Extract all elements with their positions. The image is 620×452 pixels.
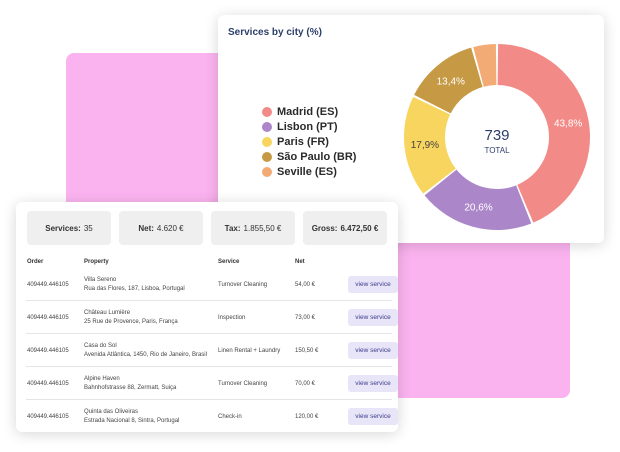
service-cell: Turnover Cleaning: [218, 282, 268, 288]
chart-legend: Madrid (ES) Lisbon (PT) Paris (FR) São P…: [262, 104, 356, 179]
order-cell: 409449.446105: [27, 282, 69, 288]
table-row: 409449.446105 Villa Sereno Rua das Flore…: [26, 268, 398, 301]
donut-slice-1: [424, 169, 532, 230]
view-service-button[interactable]: view service: [348, 309, 398, 326]
property-address: Estrada Nacional 8, Sintra, Portugal: [84, 418, 180, 424]
summary-services: Services: 35: [27, 211, 111, 245]
summary-gross: Gross: 6.472,50 €: [303, 211, 387, 245]
service-cell: Inspection: [218, 315, 246, 321]
orders-table-card: Services: 35 Net: 4.620 € Tax: 1.855,50 …: [16, 202, 398, 432]
summary-gross-value: 6.472,50 €: [340, 223, 379, 233]
property-name: Villa Sereno: [84, 277, 117, 283]
legend-item-lisbon: Lisbon (PT): [262, 119, 356, 134]
legend-label: Madrid (ES): [277, 105, 339, 118]
service-cell: Linen Rental + Laundry: [218, 348, 281, 354]
donut-slice-label-3: 13,4%: [437, 77, 465, 88]
column-header-order: Order: [27, 259, 44, 265]
property-address: Avenida Atlântica, 1450, Rio de Janeiro,…: [84, 352, 207, 358]
donut-slice-4: [473, 44, 497, 87]
donut-slice-label-0: 43,8%: [554, 118, 582, 129]
summary-gross-label: Gross:: [311, 223, 338, 233]
summary-net-value: 4.620 €: [156, 223, 184, 233]
property-cell: Casa do Sol Avenida Atlântica, 1450, Rio…: [84, 342, 207, 360]
column-header-property: Property: [84, 259, 109, 265]
summary-services-value: 35: [83, 223, 93, 233]
service-cell: Turnover Cleaning: [218, 381, 268, 387]
legend-item-sao-paulo: São Paulo (BR): [262, 149, 356, 164]
view-service-button[interactable]: view service: [348, 375, 398, 392]
property-address: Bahnhofstrasse 88, Zermatt, Suiça: [84, 385, 177, 391]
net-cell: 70,00 €: [295, 381, 316, 387]
chart-title: Services by city (%): [228, 27, 322, 38]
donut-center-value: 739: [484, 127, 509, 144]
property-name: Château Lumière: [84, 310, 131, 316]
property-name: Alpine Haven: [84, 376, 120, 382]
property-cell: Villa Sereno Rua das Flores, 187, Lisboa…: [84, 276, 185, 294]
net-cell: 150,50 €: [295, 348, 319, 354]
services-by-city-card: Services by city (%) Madrid (ES) Lisbon …: [218, 15, 604, 243]
property-name: Casa do Sol: [84, 343, 117, 349]
column-header-net: Net: [295, 259, 305, 265]
net-cell: 73,00 €: [295, 315, 316, 321]
legend-label: São Paulo (BR): [277, 150, 357, 163]
summary-net: Net: 4.620 €: [119, 211, 203, 245]
legend-dot: [262, 106, 272, 117]
table-row: 409449.446105 Quinta das Oliveiras Estra…: [26, 400, 398, 432]
table-row: 409449.446105 Casa do Sol Avenida Atlânt…: [26, 334, 398, 367]
summary-net-label: Net:: [138, 223, 154, 233]
donut-center-label: TOTAL: [484, 146, 510, 155]
column-header-service: Service: [218, 259, 240, 265]
legend-label: Lisbon (PT): [277, 120, 338, 133]
donut-slice-label-1: 20,6%: [464, 203, 492, 214]
legend-label: Seville (ES): [277, 165, 337, 178]
donut-chart: 43,8% 20,6% 17,9% 13,4% 739 TOTAL: [404, 44, 590, 230]
legend-dot: [262, 151, 272, 162]
summary-tax: Tax: 1.855,50 €: [211, 211, 295, 245]
donut-slice-2: [404, 96, 456, 194]
legend-dot: [262, 121, 272, 132]
order-cell: 409449.446105: [27, 414, 69, 420]
order-cell: 409449.446105: [27, 348, 69, 354]
donut-slice-label-2: 17,9%: [411, 140, 439, 151]
order-cell: 409449.446105: [27, 315, 69, 321]
legend-dot: [262, 136, 272, 147]
view-service-button[interactable]: view service: [348, 276, 398, 293]
summary-tax-label: Tax:: [224, 223, 241, 233]
legend-item-seville: Seville (ES): [262, 164, 356, 179]
property-name: Quinta das Oliveiras: [84, 409, 139, 415]
view-service-button[interactable]: view service: [348, 342, 398, 359]
table-row: 409449.446105 Alpine Haven Bahnhofstrass…: [26, 367, 398, 400]
property-cell: Quinta das Oliveiras Estrada Nacional 8,…: [84, 408, 179, 426]
summary-tax-value: 1.855,50 €: [243, 223, 282, 233]
property-address: Rua das Flores, 187, Lisboa, Portugal: [84, 286, 185, 292]
table-row: 409449.446105 Château Lumière 25 Rue de …: [26, 301, 398, 334]
service-cell: Check-in: [218, 414, 242, 420]
property-cell: Château Lumière 25 Rue de Provence, Pari…: [84, 309, 178, 327]
summary-services-label: Services:: [45, 223, 81, 233]
net-cell: 120,00 €: [295, 414, 319, 420]
property-cell: Alpine Haven Bahnhofstrasse 88, Zermatt,…: [84, 375, 176, 393]
order-cell: 409449.446105: [27, 381, 69, 387]
legend-item-paris: Paris (FR): [262, 134, 356, 149]
legend-item-madrid: Madrid (ES): [262, 104, 356, 119]
view-service-button[interactable]: view service: [348, 408, 398, 425]
net-cell: 54,00 €: [295, 282, 316, 288]
property-address: 25 Rue de Provence, Paris, França: [84, 319, 178, 325]
legend-label: Paris (FR): [277, 135, 329, 148]
legend-dot: [262, 166, 272, 177]
donut-slice-0: [497, 44, 590, 223]
donut-slice-3: [414, 47, 483, 114]
